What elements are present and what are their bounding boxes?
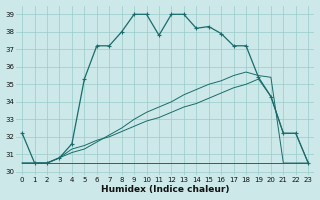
X-axis label: Humidex (Indice chaleur): Humidex (Indice chaleur)	[101, 185, 229, 194]
